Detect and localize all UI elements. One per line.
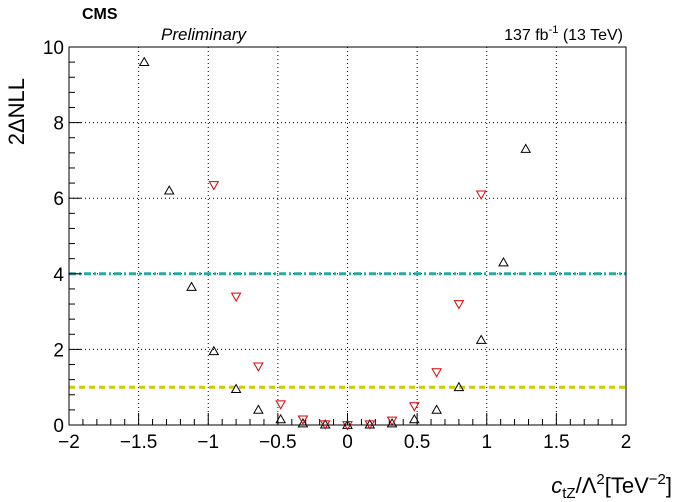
x-tick-label: −1 — [197, 432, 219, 453]
data-point-up — [138, 56, 150, 66]
data-point-up — [230, 383, 242, 393]
y-tick-label: 6 — [53, 189, 64, 210]
plot-frame — [68, 46, 627, 426]
data-point-up — [275, 413, 287, 424]
data-point-up — [208, 345, 220, 356]
data-point-up — [253, 404, 264, 414]
y-tick-label: 0 — [53, 416, 64, 437]
data-point-down — [386, 416, 398, 426]
x-tick-label: 0 — [342, 432, 353, 453]
data-point-up — [408, 413, 420, 424]
reference-lines — [69, 272, 626, 389]
data-point-down — [297, 415, 309, 425]
data-point-up — [342, 419, 353, 429]
preliminary-label: Preliminary — [161, 25, 248, 44]
data-point-down — [408, 402, 420, 412]
y-tick-label: 2 — [53, 340, 64, 361]
y-tick-label: 10 — [43, 38, 64, 59]
data-point-up — [475, 334, 487, 344]
luminosity-label: 137 fb-1 (13 TeV) — [504, 24, 623, 44]
data-point-down — [230, 292, 242, 302]
y-tick-label: 4 — [53, 265, 64, 286]
data-point-down — [453, 300, 465, 310]
data-points — [138, 56, 532, 431]
y-axis-title: 2ΔNLL — [4, 78, 29, 145]
data-point-down — [253, 362, 264, 372]
experiment-label: CMS — [82, 6, 118, 23]
x-tick-label: 1 — [481, 432, 492, 453]
y-tick-label: 8 — [53, 114, 64, 135]
data-point-down — [275, 400, 287, 410]
data-point-up — [163, 185, 175, 195]
data-point-up — [386, 417, 398, 428]
data-point-up — [453, 381, 465, 392]
x-tick-label: −1.5 — [120, 432, 158, 453]
x-tick-label: 1.5 — [543, 432, 569, 453]
x-tick-label: 0.5 — [404, 432, 430, 453]
data-point-up — [186, 281, 197, 291]
data-point-down — [342, 421, 353, 431]
data-point-up — [431, 404, 442, 414]
data-point-up — [297, 417, 309, 428]
data-point-down — [475, 190, 487, 200]
x-tick-label: −2 — [58, 432, 80, 453]
x-tick-label: 2 — [621, 432, 632, 453]
axis-ticks — [68, 46, 627, 426]
data-point-up — [498, 256, 509, 267]
y-tick-labels: 0 2 4 6 8 10 — [43, 38, 65, 437]
data-point-down — [208, 181, 220, 191]
data-point-up — [520, 143, 532, 153]
x-tick-labels: −2 −1.5 −1 −0.5 0 0.5 1 1.5 2 — [58, 432, 631, 453]
grid-lines — [69, 47, 626, 425]
x-axis-title: ctZ/Λ2[TeV−2] — [551, 471, 672, 502]
x-tick-label: −0.5 — [259, 432, 297, 453]
data-point-down — [431, 368, 442, 378]
